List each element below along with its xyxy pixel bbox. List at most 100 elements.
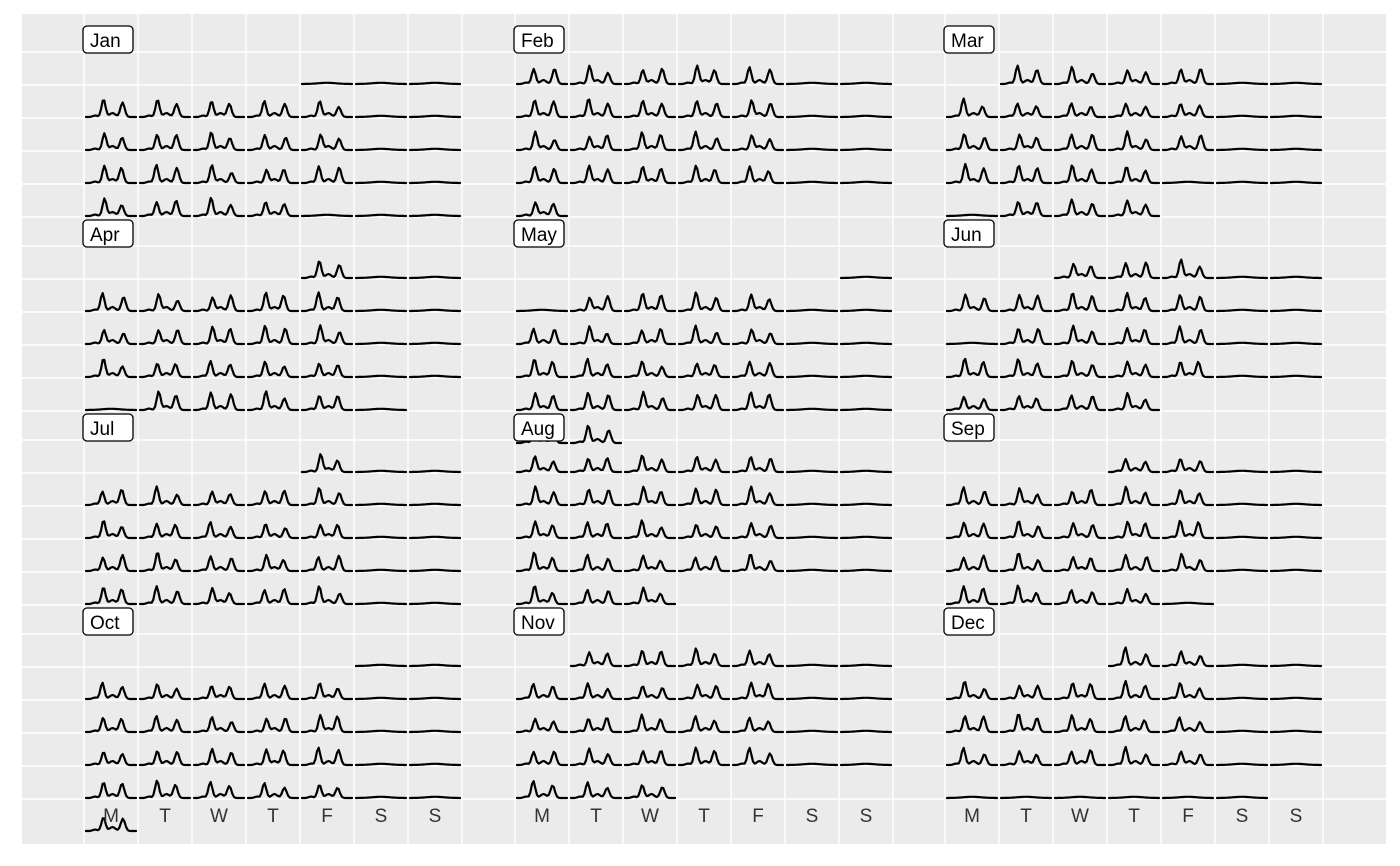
day-series-apr-6 [192,294,246,313]
day-series-jul-11 [84,520,138,540]
day-series-jul-26 [138,585,192,606]
day-series-jan-28 [246,201,300,218]
day-series-jan-13 [192,131,246,152]
month-strip [943,607,995,636]
day-series-aug-3 [623,454,677,474]
day-series-sep-19 [945,554,999,573]
weekday-tick-label: S [429,806,442,827]
day-series-may-4 [623,292,677,313]
day-series-sep-4 [1269,469,1323,474]
day-series-jun-15 [1053,324,1107,346]
day-series-may-12 [677,324,731,346]
month-label-text: Sep [951,419,985,440]
day-series-jun-21 [999,358,1053,379]
day-series-sep-13 [999,520,1053,540]
month-label-jan: Jan [82,25,134,54]
day-series-jul-3 [408,469,462,474]
day-series-nov-6 [839,663,893,668]
day-series-may-21 [785,374,839,379]
day-series-feb-18 [677,130,731,152]
day-series-dec-27 [999,795,1053,800]
weekday-tick-label: M [103,806,119,827]
day-series-feb-22 [515,166,569,185]
day-series-may-13 [731,328,785,346]
day-series-dec-18 [1269,729,1323,734]
day-series-feb-12 [731,99,785,119]
month-label-text: Jul [90,419,114,440]
day-series-may-29 [839,407,893,412]
day-series-sep-3 [1215,469,1269,474]
day-series-apr-13 [192,325,246,346]
day-series-mar-27 [1269,180,1323,185]
day-series-mar-29 [999,201,1053,218]
day-series-mar-28 [945,213,999,218]
day-series-jun-3 [1161,258,1215,280]
day-series-apr-9 [354,308,408,313]
day-series-dec-25 [1269,762,1323,767]
month-label-apr: Apr [82,219,134,248]
day-series-oct-30 [408,795,462,800]
day-series-aug-29 [515,585,569,606]
day-series-jul-29 [300,585,354,606]
day-series-aug-22 [515,551,569,573]
day-series-mar-8 [999,102,1053,119]
month-label-text: Aug [521,419,555,440]
day-series-sep-30 [1161,601,1215,606]
day-series-feb-8 [515,99,569,119]
day-series-feb-7 [839,81,893,86]
weekday-tick-label: M [534,806,550,827]
day-series-sep-24 [1215,568,1269,573]
day-series-nov-3 [677,647,731,668]
day-series-may-22 [839,374,893,379]
day-series-sep-1 [1107,457,1161,474]
day-series-jul-13 [192,521,246,540]
day-series-may-2 [515,308,569,313]
month-label-text: Jan [90,31,121,52]
day-series-mar-21 [945,162,999,185]
day-series-oct-4 [138,683,192,701]
day-series-sep-12 [945,521,999,540]
day-series-feb-4 [677,64,731,86]
weekday-tick-label: S [375,806,388,827]
day-series-may-16 [515,359,569,379]
day-series-apr-16 [354,341,408,346]
day-series-sep-6 [999,487,1053,507]
day-series-jun-4 [1215,275,1269,280]
day-series-oct-15 [354,729,408,734]
day-series-jan-9 [354,114,408,119]
month-strip [943,413,995,442]
day-series-jul-12 [138,522,192,540]
day-series-may-6 [731,293,785,313]
day-series-oct-24 [84,782,138,800]
day-series-oct-27 [246,782,300,800]
weekday-tick-label: F [321,806,333,827]
day-series-sep-18 [1269,535,1323,540]
day-series-mar-1 [999,64,1053,86]
day-series-sep-27 [999,584,1053,606]
day-series-jan-15 [300,133,354,152]
day-series-feb-19 [731,134,785,152]
day-series-apr-12 [138,329,192,346]
day-series-jul-25 [84,587,138,606]
day-series-feb-6 [785,81,839,86]
day-series-aug-18 [677,524,731,540]
day-series-jul-10 [408,502,462,507]
month-label-may: May [513,219,565,248]
weekday-tick-label: T [159,806,171,827]
day-series-mar-13 [1269,114,1323,119]
day-series-feb-14 [839,114,893,119]
day-series-feb-5 [731,66,785,86]
day-series-jul-6 [192,490,246,507]
day-series-dec-14 [1053,714,1107,734]
month-label-text: Oct [90,613,120,634]
day-series-nov-22 [569,747,623,767]
day-series-jun-26 [1269,374,1323,379]
series [84,64,1323,833]
day-series-dec-13 [999,713,1053,734]
day-series-jun-22 [1053,360,1107,379]
day-series-jan-20 [192,164,246,185]
day-series-jul-4 [84,489,138,507]
day-series-jan-18 [84,164,138,185]
day-series-apr-11 [84,328,138,346]
month-label-text: Nov [521,613,555,634]
